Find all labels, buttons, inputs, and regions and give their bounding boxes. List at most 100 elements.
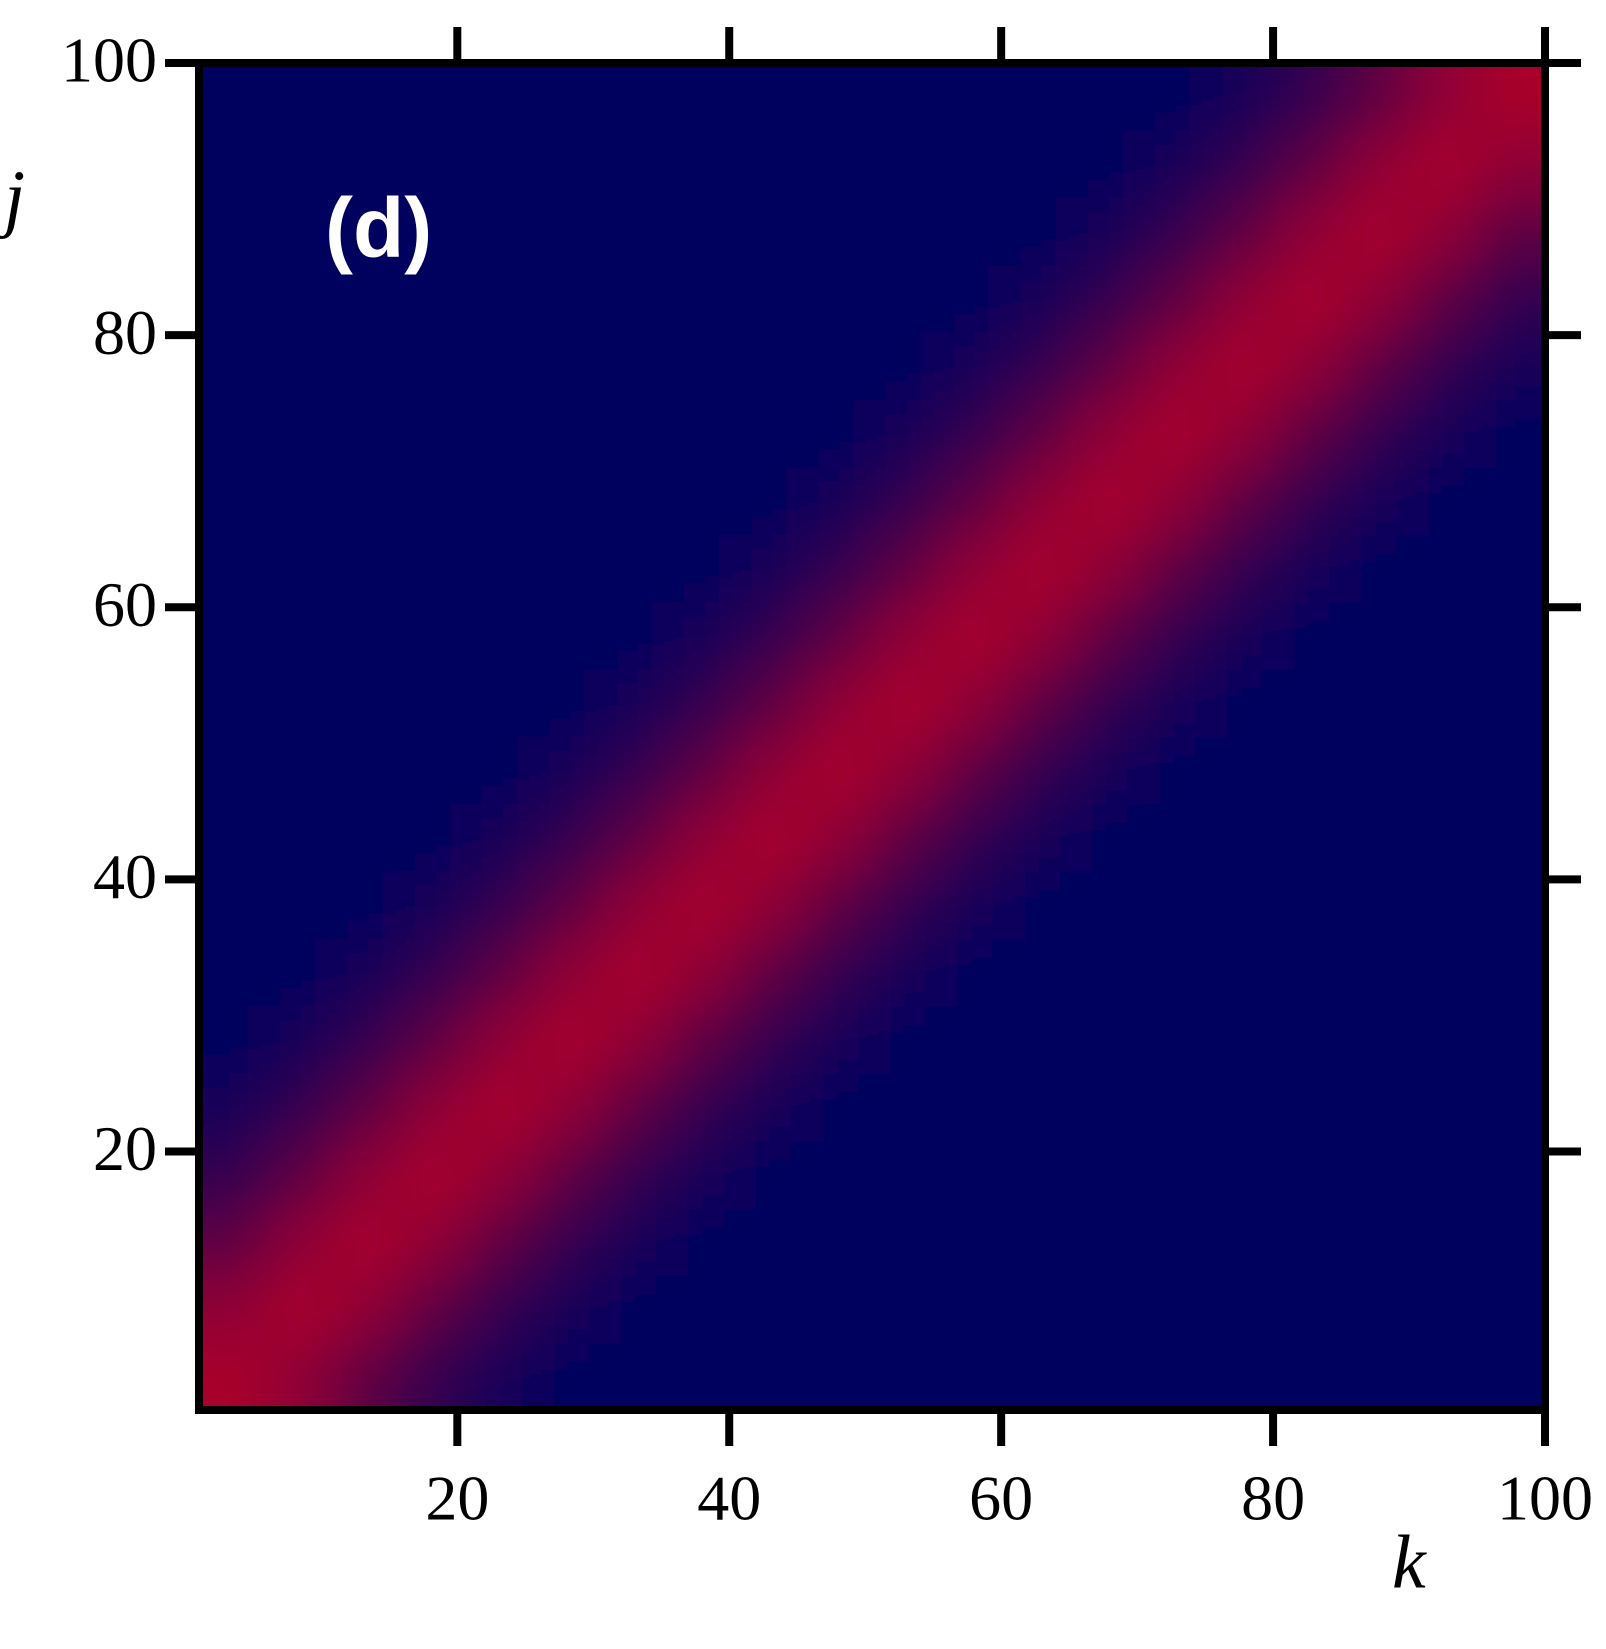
heatmap-cell: [939, 1073, 1008, 1142]
heatmap-cell: [1073, 1275, 1142, 1344]
heatmap-cell: [872, 1073, 940, 1142]
heatmap-cell: [468, 534, 536, 603]
heatmap-cell: [737, 1005, 806, 1074]
x-tick-label: 20: [425, 1463, 489, 1534]
heatmap-cell: [468, 265, 536, 333]
heatmap-cell: [670, 534, 738, 603]
heatmap-cell: [1141, 467, 1209, 535]
heatmap-cell: [535, 1275, 604, 1344]
heatmap-cell: [1141, 265, 1209, 333]
heatmap-cell: [400, 1207, 469, 1276]
heatmap-cell: [266, 265, 335, 333]
heatmap-cell: [804, 467, 873, 535]
heatmap-cell: [1343, 130, 1411, 199]
heatmap-cell: [939, 63, 1008, 131]
heatmap-cell: [266, 197, 335, 266]
heatmap-cell: [1208, 1073, 1277, 1142]
heatmap-cell: [1006, 399, 1075, 468]
heatmap-cell: [1477, 871, 1545, 940]
heatmap-cell: [737, 332, 806, 401]
heatmap-cell: [737, 1140, 806, 1209]
heatmap-cell: [1073, 736, 1142, 805]
heatmap-cell: [939, 399, 1008, 468]
heatmap-cell: [333, 1207, 402, 1276]
heatmap-cell: [939, 803, 1008, 872]
heatmap-cell: [1073, 197, 1142, 266]
heatmap-cell: [1410, 467, 1479, 535]
heatmap-cell: [1006, 1140, 1075, 1209]
heatmap-cell: [535, 130, 604, 199]
heatmap-cell: [1275, 332, 1344, 401]
heatmap-cell: [333, 265, 402, 333]
heatmap-cell: [535, 332, 604, 401]
heatmap-cell: [670, 736, 738, 805]
heatmap-cell: [1477, 399, 1545, 468]
heatmap-cell: [1275, 803, 1344, 872]
heatmap-cell: [266, 399, 335, 468]
heatmap-cell: [670, 669, 738, 737]
heatmap-cell: [670, 1207, 738, 1276]
heatmap-cell: [535, 534, 604, 603]
heatmap-cell: [670, 332, 738, 401]
heatmap-cell: [804, 601, 873, 670]
heatmap-cell: [804, 1342, 873, 1410]
heatmap-cell: [670, 1073, 738, 1142]
heatmap-cell: [602, 601, 671, 670]
heatmap-cell: [1208, 938, 1277, 1007]
heatmap-cell: [400, 1073, 469, 1142]
heatmap-cell: [1343, 601, 1411, 670]
heatmap-cell: [1141, 332, 1209, 401]
heatmap-cell: [468, 601, 536, 670]
heatmap-cell: [400, 938, 469, 1007]
heatmap-cell: [1073, 130, 1142, 199]
heatmap-cell: [872, 803, 940, 872]
heatmap-cell: [535, 399, 604, 468]
heatmap-cell: [1006, 601, 1075, 670]
heatmap-cell: [737, 399, 806, 468]
x-tick-label: 40: [697, 1463, 761, 1534]
heatmap-cell: [1141, 1073, 1209, 1142]
heatmap-cell: [1477, 601, 1545, 670]
y-tick-label: 40: [93, 841, 157, 912]
heatmap-cell: [468, 130, 536, 199]
heatmap-cell: [737, 1275, 806, 1344]
heatmap-cell: [602, 1342, 671, 1410]
heatmap-cell: [199, 1207, 267, 1276]
panel-label: (d): [325, 181, 432, 275]
heatmap-cell: [1410, 399, 1479, 468]
y-tick-label: 80: [93, 297, 157, 368]
heatmap-cell: [804, 1207, 873, 1276]
heatmap-cell: [1006, 130, 1075, 199]
heatmap-cell: [1477, 938, 1545, 1007]
heatmap-cell: [266, 601, 335, 670]
heatmap-cell: [333, 197, 402, 266]
heatmap-cell: [804, 1140, 873, 1209]
heatmap-cell: [602, 197, 671, 266]
heatmap-cell: [1275, 130, 1344, 199]
heatmap-cell: [1141, 197, 1209, 266]
heatmap-cell: [468, 1140, 536, 1209]
heatmap-cell: [1141, 1140, 1209, 1209]
heatmap-cell: [199, 1073, 267, 1142]
heatmap-cell: [1073, 467, 1142, 535]
heatmap-cell: [400, 1140, 469, 1209]
heatmap-cell: [1006, 1073, 1075, 1142]
heatmap-cell: [468, 1207, 536, 1276]
heatmap-cell: [670, 130, 738, 199]
heatmap-cell: [333, 871, 402, 940]
heatmap-cell: [602, 1140, 671, 1209]
heatmap-cell: [939, 1342, 1008, 1410]
heatmap-cell: [1208, 601, 1277, 670]
heatmap-cell: [400, 534, 469, 603]
heatmap-cell: [939, 871, 1008, 940]
heatmap-cell: [535, 265, 604, 333]
heatmap-cell: [1073, 1005, 1142, 1074]
y-axis-label: j: [0, 155, 25, 239]
heatmap-cell: [535, 736, 604, 805]
heatmap-cell: [199, 534, 267, 603]
heatmap-cell: [1275, 197, 1344, 266]
heatmap-cell: [1073, 332, 1142, 401]
heatmap-cell: [1477, 130, 1545, 199]
heatmap-cell: [1073, 669, 1142, 737]
